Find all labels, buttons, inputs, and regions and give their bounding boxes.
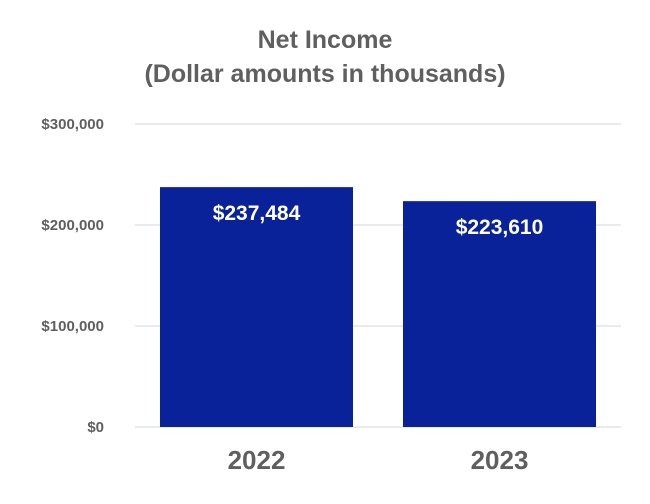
y-axis-tick-labels: $0 $100,000 $200,000 $300,000 bbox=[41, 116, 104, 436]
bar-data-labels: $237,484 $223,610 bbox=[213, 202, 544, 239]
y-tick-label: $200,000 bbox=[41, 217, 104, 234]
bar-value-label: $223,610 bbox=[456, 216, 544, 239]
bar-2023 bbox=[403, 201, 596, 427]
chart-title: Net Income bbox=[258, 26, 393, 54]
bar-value-label: $237,484 bbox=[213, 202, 301, 225]
y-tick-label: $0 bbox=[87, 419, 104, 436]
chart-subtitle: (Dollar amounts in thousands) bbox=[144, 60, 505, 88]
x-tick-label: 2022 bbox=[228, 445, 286, 475]
x-tick-label: 2023 bbox=[471, 445, 529, 475]
y-tick-label: $300,000 bbox=[41, 116, 104, 133]
y-tick-label: $100,000 bbox=[41, 318, 104, 335]
x-axis-tick-labels: 2022 2023 bbox=[228, 445, 529, 475]
bars bbox=[160, 187, 596, 427]
bar-2022 bbox=[160, 187, 353, 427]
